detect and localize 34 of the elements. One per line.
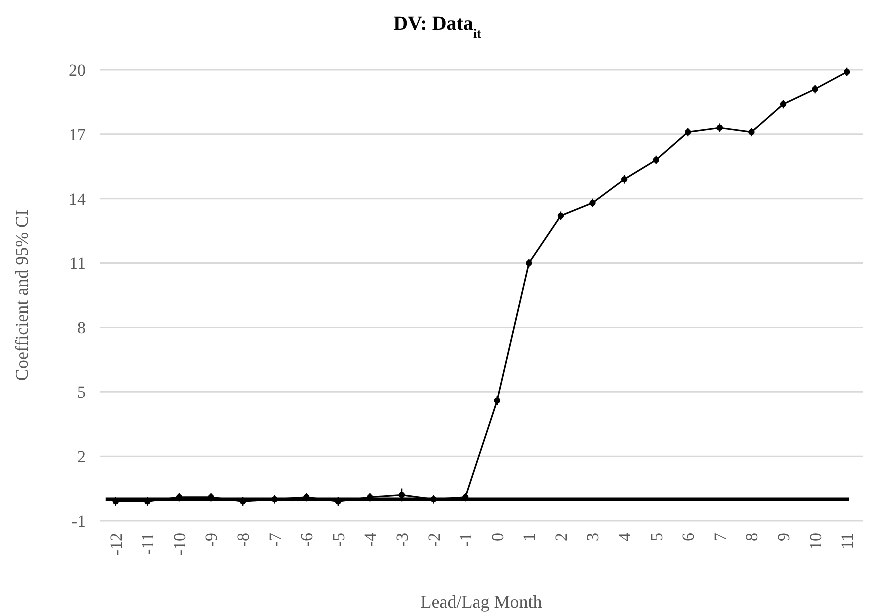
x-tick-label: -7: [266, 532, 285, 548]
x-tick-label: 6: [679, 533, 698, 542]
x-tick-label: 11: [838, 533, 858, 550]
x-tick-label: -2: [424, 533, 444, 548]
x-tick-label: -3: [392, 533, 412, 548]
x-tick-label: -8: [234, 533, 254, 548]
y-axis-title: Coefficient and 95% CI: [12, 210, 32, 382]
x-tick-label: 1: [520, 533, 540, 542]
x-tick-label: -12: [106, 533, 126, 556]
x-tick-label: 5: [647, 533, 666, 542]
x-tick-label: -4: [361, 532, 380, 548]
x-tick-label: -10: [170, 533, 190, 556]
x-tick-label: 8: [742, 533, 762, 542]
y-tick-label: 8: [78, 318, 86, 338]
x-tick-label: 0: [488, 533, 508, 542]
y-tick-label: 14: [69, 190, 86, 209]
x-tick-label: -5: [329, 533, 348, 548]
y-tick-label: 2: [78, 448, 86, 467]
y-tick-label: 17: [69, 125, 86, 144]
x-tick-label: -11: [138, 533, 158, 556]
x-tick-label: 2: [552, 533, 571, 542]
y-tick-label: 11: [70, 254, 86, 274]
x-tick-label: 9: [774, 533, 794, 542]
x-tick-label: -6: [298, 533, 317, 548]
x-tick-label: 4: [616, 532, 635, 542]
x-tick-label: -9: [202, 533, 222, 548]
y-tick-label: 20: [69, 60, 86, 80]
x-tick-label: -1: [456, 533, 476, 548]
x-axis-title: Lead/Lag Month: [420, 592, 542, 612]
x-tick-label: 7: [710, 532, 730, 542]
x-tick-label: 10: [806, 533, 826, 550]
y-tick-label: 5: [78, 383, 86, 402]
x-tick-label: 3: [584, 533, 603, 542]
chart-title: DV: Data$_{it}$: [394, 13, 482, 40]
